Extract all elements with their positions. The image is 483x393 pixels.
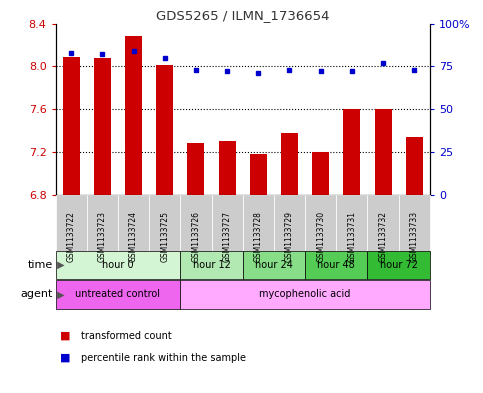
Text: GSM1133729: GSM1133729 — [285, 211, 294, 262]
Text: ▶: ▶ — [54, 289, 65, 299]
Text: GSM1133730: GSM1133730 — [316, 211, 325, 263]
Bar — [125, 37, 142, 195]
Text: GSM1133722: GSM1133722 — [67, 211, 76, 262]
Text: hour 12: hour 12 — [193, 260, 230, 270]
Bar — [281, 132, 298, 195]
Bar — [156, 65, 173, 195]
Text: hour 72: hour 72 — [380, 260, 418, 270]
Text: GSM1133726: GSM1133726 — [191, 211, 200, 262]
Bar — [94, 58, 111, 195]
Text: mycophenolic acid: mycophenolic acid — [259, 289, 351, 299]
Text: ▶: ▶ — [54, 260, 65, 270]
Text: percentile rank within the sample: percentile rank within the sample — [81, 353, 246, 363]
Title: GDS5265 / ILMN_1736654: GDS5265 / ILMN_1736654 — [156, 9, 329, 22]
Bar — [218, 141, 236, 195]
Text: untreated control: untreated control — [75, 289, 160, 299]
Text: GSM1133723: GSM1133723 — [98, 211, 107, 262]
Bar — [343, 109, 360, 195]
Bar — [63, 57, 80, 195]
Text: hour 0: hour 0 — [102, 260, 134, 270]
Text: GSM1133732: GSM1133732 — [379, 211, 387, 262]
Text: time: time — [28, 260, 53, 270]
Bar — [312, 152, 329, 195]
Bar — [250, 154, 267, 195]
Text: agent: agent — [21, 289, 53, 299]
Bar — [187, 143, 204, 195]
Text: ■: ■ — [60, 353, 71, 363]
Text: transformed count: transformed count — [81, 331, 171, 341]
Bar — [374, 109, 392, 195]
Text: GSM1133724: GSM1133724 — [129, 211, 138, 262]
Text: GSM1133727: GSM1133727 — [223, 211, 232, 262]
Text: GSM1133731: GSM1133731 — [347, 211, 356, 262]
Text: hour 48: hour 48 — [317, 260, 355, 270]
Text: GSM1133728: GSM1133728 — [254, 211, 263, 262]
Text: GSM1133725: GSM1133725 — [160, 211, 169, 262]
Text: hour 24: hour 24 — [255, 260, 293, 270]
Bar — [406, 137, 423, 195]
Text: ■: ■ — [60, 331, 71, 341]
Text: GSM1133733: GSM1133733 — [410, 211, 419, 263]
